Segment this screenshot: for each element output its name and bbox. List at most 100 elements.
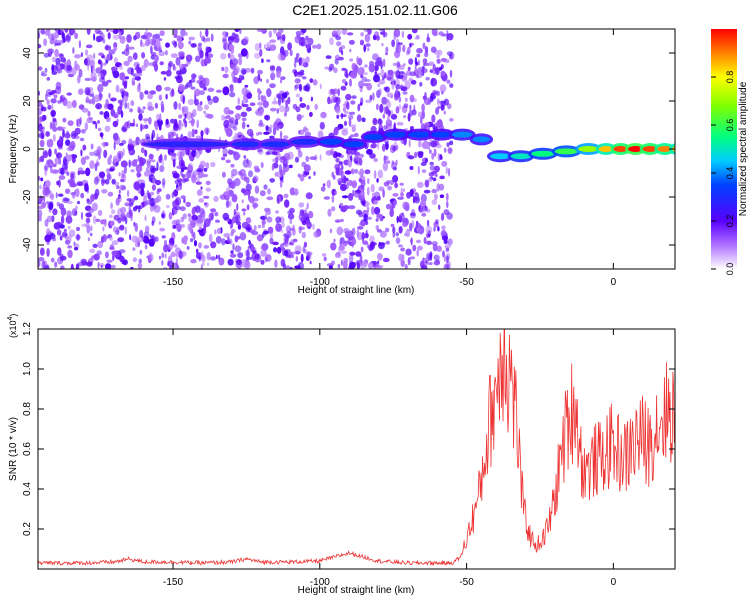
noise-speckle (145, 136, 151, 142)
noise-speckle (146, 199, 153, 205)
noise-speckle (334, 58, 339, 65)
noise-speckle (112, 120, 119, 128)
noise-speckle (421, 193, 425, 201)
noise-speckle (425, 260, 428, 264)
noise-speckle (273, 247, 278, 253)
noise-speckle (128, 46, 135, 50)
noise-speckle (85, 217, 91, 224)
noise-speckle (176, 165, 184, 170)
noise-speckle (386, 76, 394, 82)
noise-speckle (296, 114, 302, 121)
noise-speckle (389, 208, 395, 218)
noise-speckle (415, 239, 422, 244)
noise-speckle (428, 61, 435, 66)
noise-speckle (41, 71, 45, 75)
noise-speckle (173, 29, 178, 36)
noise-speckle (237, 154, 241, 159)
noise-speckle (243, 211, 246, 216)
noise-speckle (395, 89, 399, 94)
noise-speckle (366, 186, 370, 196)
noise-speckle (106, 259, 113, 263)
noise-speckle (56, 68, 63, 74)
noise-speckle (308, 211, 314, 219)
noise-speckle (396, 61, 401, 68)
noise-speckle (137, 263, 143, 269)
noise-speckle (55, 86, 62, 95)
noise-speckle (139, 249, 143, 255)
noise-speckle (236, 259, 242, 266)
noise-speckle (46, 215, 54, 223)
noise-speckle (120, 206, 127, 214)
noise-speckle (38, 43, 42, 49)
noise-speckle (320, 186, 326, 192)
noise-speckle (367, 29, 372, 35)
noise-speckle (186, 246, 190, 250)
noise-speckle (86, 54, 94, 60)
noise-speckle (81, 261, 86, 266)
noise-speckle (144, 124, 149, 129)
noise-speckle (226, 187, 231, 192)
noise-speckle (62, 37, 66, 43)
colorbar-tick-label: 0.4 (725, 167, 735, 180)
noise-speckle (346, 101, 350, 110)
noise-speckle (190, 86, 196, 90)
noise-speckle (394, 182, 398, 189)
noise-speckle (149, 90, 157, 95)
snr-series (38, 329, 675, 567)
noise-speckle (289, 49, 293, 57)
ridge-mark (431, 131, 452, 138)
noise-speckle (227, 236, 230, 243)
noise-speckle (402, 91, 408, 95)
noise-speckle (80, 192, 85, 199)
noise-speckle (351, 62, 355, 71)
noise-speckle (434, 67, 439, 73)
noise-speckle (426, 33, 430, 39)
noise-speckle (353, 191, 360, 198)
noise-speckle (340, 183, 347, 192)
noise-speckle (194, 129, 198, 135)
noise-speckle (113, 42, 118, 49)
noise-speckle (246, 204, 250, 211)
noise-speckle (181, 177, 187, 184)
noise-speckle (276, 70, 281, 78)
noise-speckle (387, 185, 392, 191)
noise-speckle (238, 57, 243, 66)
noise-speckle (440, 33, 447, 37)
noise-speckle (299, 83, 302, 92)
ridge-mark (363, 134, 385, 140)
noise-speckle (229, 238, 233, 245)
noise-speckle (121, 139, 127, 145)
noise-speckle (237, 97, 240, 105)
noise-speckle (437, 226, 440, 232)
noise-speckle (306, 218, 309, 227)
noise-speckle (107, 174, 112, 181)
noise-speckle (61, 231, 68, 238)
noise-speckle (60, 215, 65, 225)
noise-speckle (337, 264, 341, 269)
noise-speckle (191, 128, 195, 138)
noise-speckle (420, 200, 426, 208)
noise-speckle (296, 52, 300, 58)
noise-speckle (266, 44, 270, 50)
ridge-mark (451, 131, 473, 138)
noise-speckle (302, 170, 308, 178)
noise-speckle (113, 114, 119, 119)
snr-scale-label: (x104) (7, 314, 18, 338)
snr-x-label: Height of straight line (km) (298, 585, 415, 596)
noise-speckle (85, 222, 90, 228)
noise-speckle (57, 247, 62, 256)
noise-speckle (338, 56, 344, 61)
noise-speckle (158, 255, 162, 260)
noise-speckle (237, 252, 244, 259)
noise-speckle (437, 153, 441, 162)
colorbar-gradient (711, 29, 737, 269)
noise-speckle (333, 238, 336, 243)
noise-speckle (66, 92, 72, 96)
noise-speckle (284, 250, 289, 257)
noise-speckle (60, 57, 67, 63)
noise-speckle (111, 209, 116, 215)
noise-speckle (238, 74, 243, 84)
noise-speckle (408, 77, 414, 82)
noise-speckle (336, 167, 343, 176)
noise-speckle (368, 244, 374, 252)
